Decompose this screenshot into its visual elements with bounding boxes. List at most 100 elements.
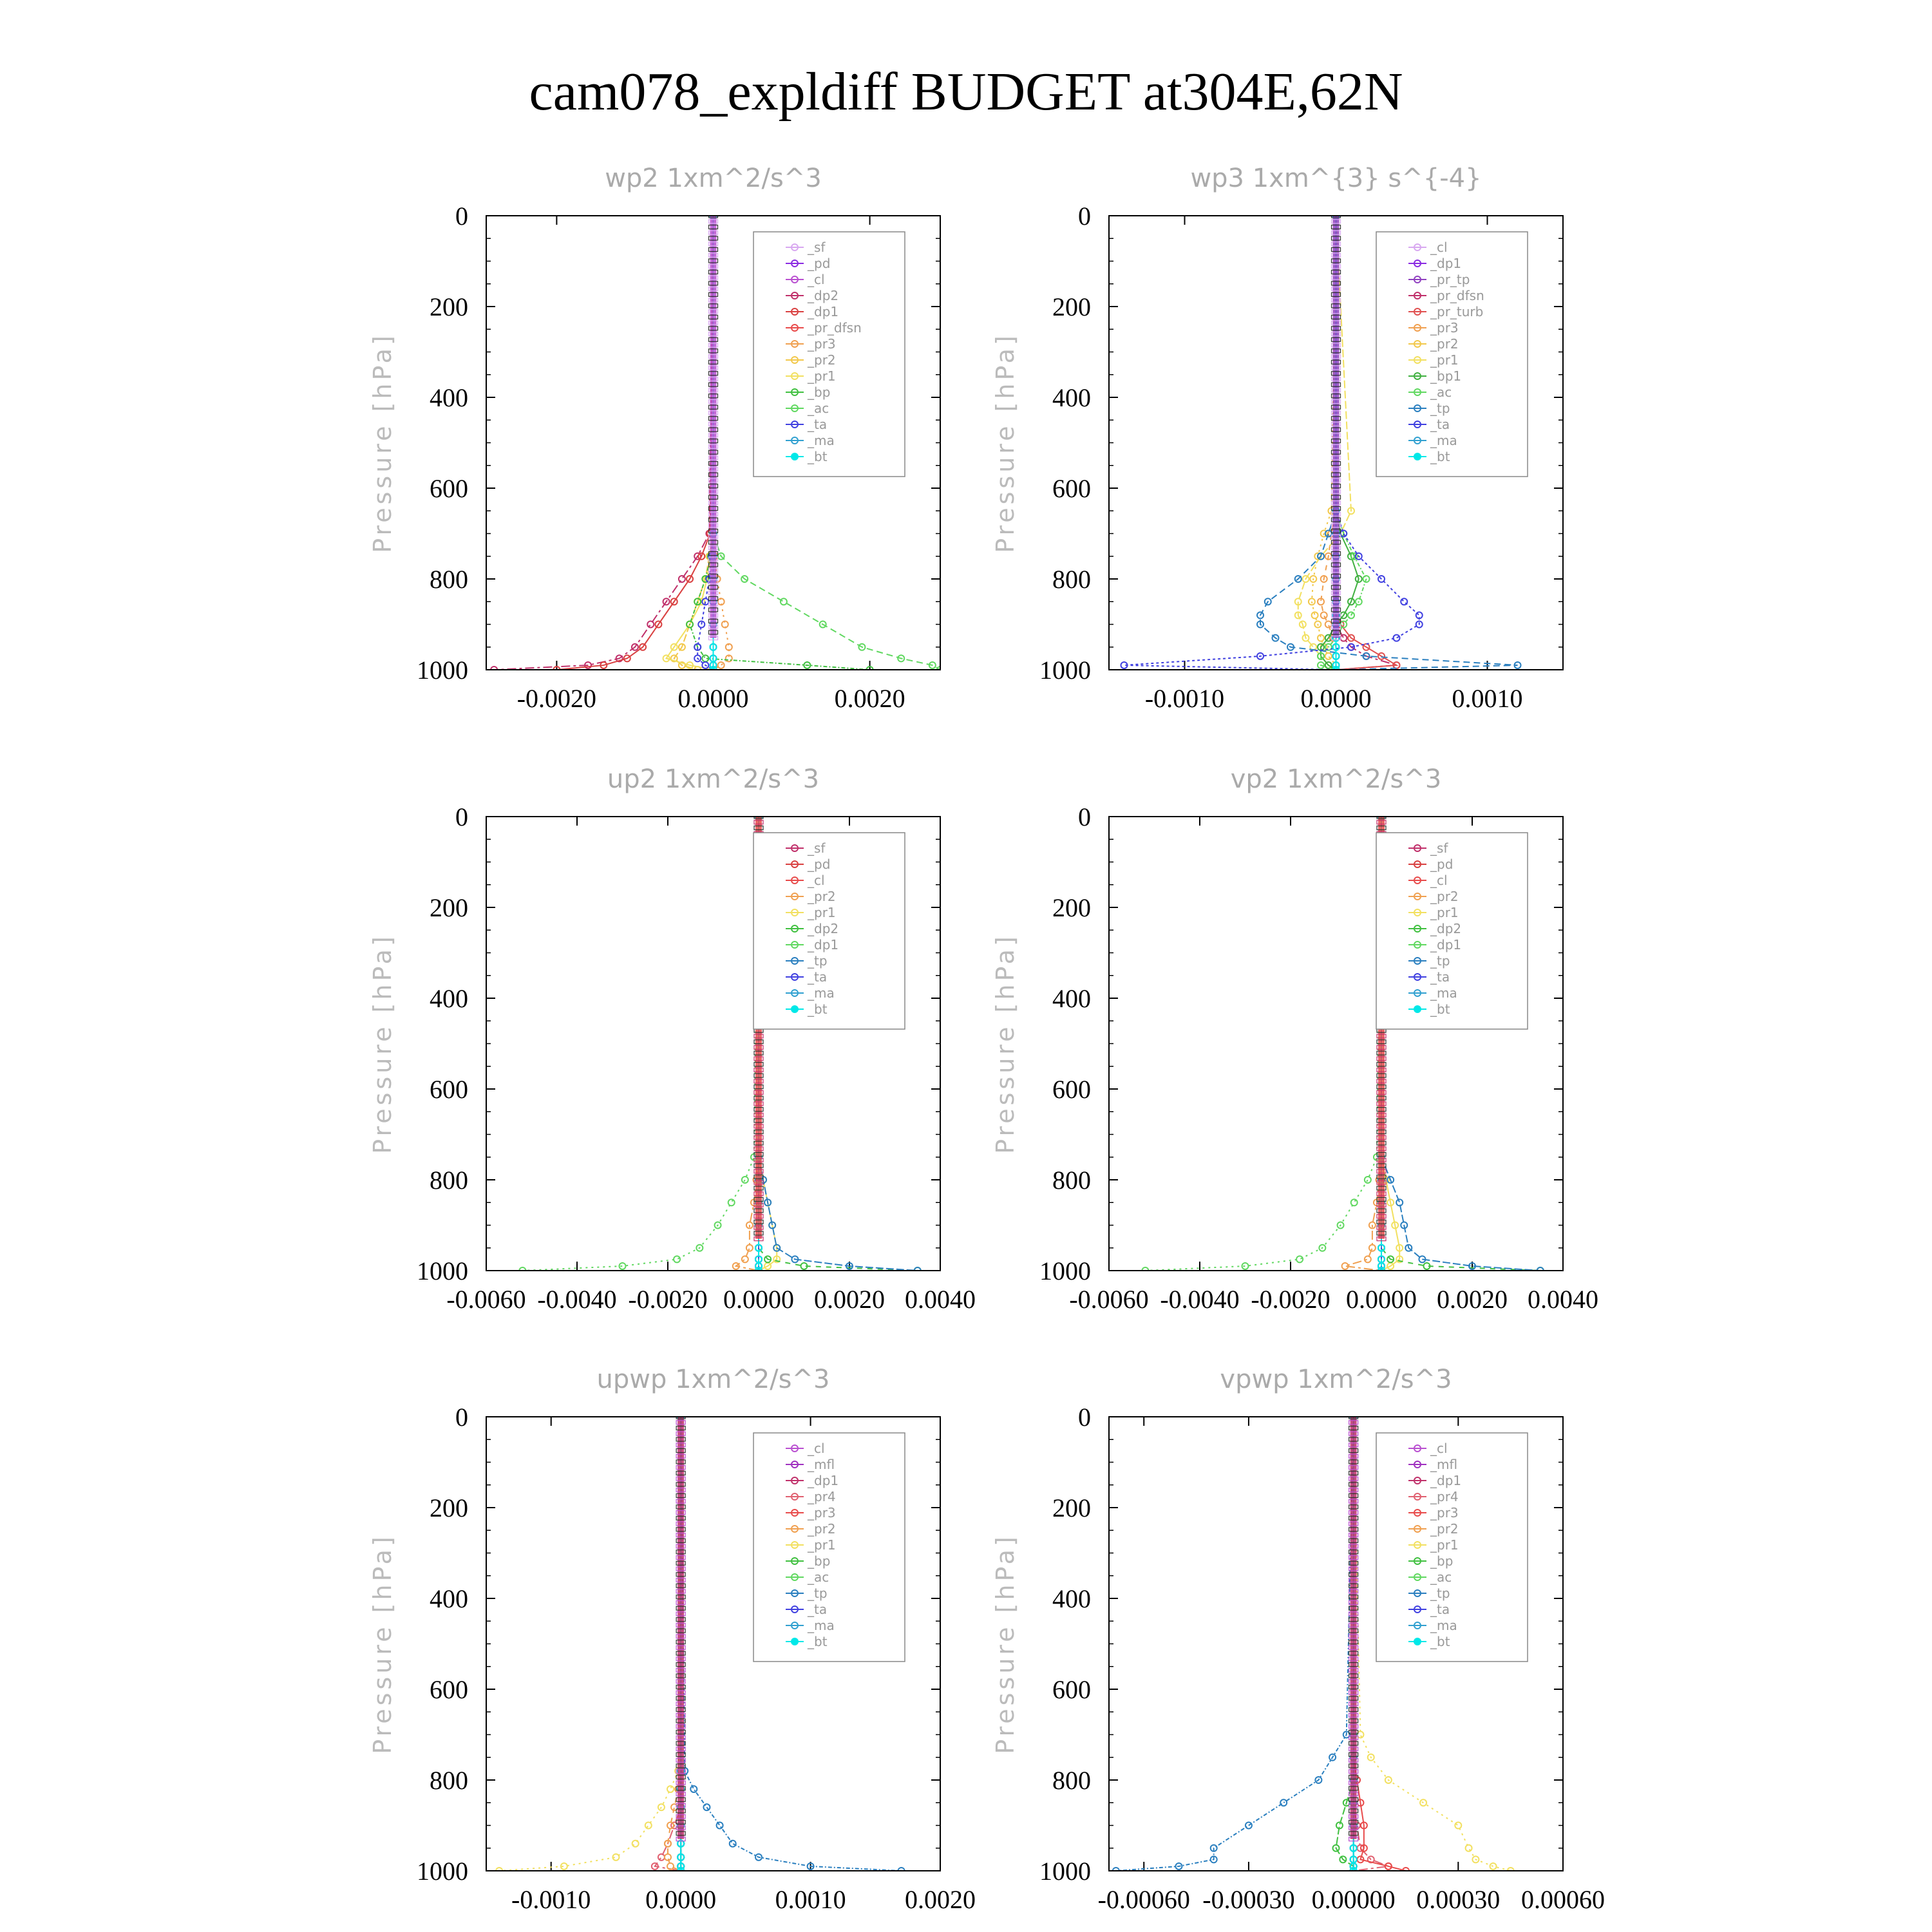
legend-marker [791,1541,799,1549]
legend-label: _ta [807,1602,827,1617]
zero-profile-marker [1376,1231,1387,1236]
zero-profile-marker [708,275,719,280]
zero-profile-marker [1331,410,1341,415]
plot-frame [1108,816,1564,1271]
legend-label: _dp1 [1430,937,1461,952]
zero-profile-marker [1349,1819,1359,1825]
zero-profile-marker [1376,1180,1387,1185]
zero-profile-marker [1349,1443,1359,1448]
zero-profile-marker [1349,1628,1359,1633]
series-point [1400,598,1408,606]
zero-profile-marker [1376,1186,1387,1191]
series-point [1347,643,1355,651]
series-line [1115,1417,1354,1871]
zero-profile-marker [708,264,719,269]
legend-label: _cl [1430,873,1448,888]
legend-label: _pd [1430,857,1453,872]
zero-profile-marker [753,1118,764,1123]
zero-profile-marker [708,478,719,483]
zero-profile-marker [676,1735,686,1740]
series-point [773,1255,781,1264]
zero-profile-marker [708,573,719,579]
zero-profile-marker [1349,1538,1359,1543]
zero-profile-marker [1331,404,1341,410]
zero-profile-marker [1331,331,1341,337]
legend-box [1376,1432,1528,1662]
zero-profile-marker [708,404,719,410]
series-line [1145,817,1382,1271]
zero-profile-marker [1331,478,1341,483]
series-line [522,817,759,1271]
zero-profile-marker [753,1231,764,1236]
series-point [1318,1244,1327,1252]
zero-profile-marker [708,591,719,596]
x-tick-label: -0.00060 [1098,1885,1190,1914]
series-point [803,661,811,669]
series-point [1324,529,1332,538]
series-point [1256,611,1264,620]
y-tick-label: 600 [1052,1075,1091,1104]
zero-profile-marker [1331,382,1341,387]
series-point [897,654,905,663]
zero-profile-marker [753,1225,764,1230]
zero-profile-marker [1349,1493,1359,1498]
zero-profile-marker [753,1084,764,1090]
series-point [677,575,686,583]
series-line [1260,216,1518,670]
zero-profile-marker [1349,1837,1359,1842]
legend-label: _mfl [807,1457,835,1472]
legend-marker [791,1444,799,1452]
zero-profile-marker [1376,1191,1387,1197]
legend-label: _pr1 [807,1537,836,1553]
series-point [755,1267,762,1271]
series-point [1400,1221,1408,1229]
zero-profile-marker [676,1640,686,1645]
legend-label: _pr3 [1430,320,1459,336]
zero-profile-marker [708,484,719,489]
zero-profile-marker [1376,1219,1387,1225]
zero-profile-marker [676,1493,686,1498]
zero-profile-marker [708,433,719,438]
series-point [1302,634,1310,642]
zero-profile-marker [1331,540,1341,545]
zero-profile-marker [1331,287,1341,292]
zero-profile-marker [676,1515,686,1520]
legend-label: _dp1 [807,1473,838,1488]
x-tick-label: 0.0020 [1437,1285,1508,1314]
series-point [657,1803,665,1812]
legend-label: _ma [807,433,835,448]
zero-profile-marker [753,1135,764,1140]
zero-profile-marker [676,1617,686,1622]
y-tick-label: 1000 [417,656,468,685]
y-tick-label: 400 [430,1584,468,1613]
zero-profile-marker [708,242,719,247]
series-point [1280,1799,1288,1807]
x-tick-label: 0.0020 [835,684,905,713]
legend-label: _pr2 [1430,336,1459,352]
zero-profile-marker [708,421,719,427]
y-tick-label: 1000 [417,1857,468,1886]
y-tick-label: 200 [1052,292,1091,321]
zero-profile-marker [1331,579,1341,584]
legend-label: _dp2 [807,921,838,936]
legend-label: _sf [807,840,826,856]
zero-profile-marker [1349,1729,1359,1735]
zero-profile-marker [1331,421,1341,427]
y-tick-label: 600 [430,474,468,503]
zero-profile-marker [1376,825,1387,831]
series-point [1294,575,1302,583]
zero-profile-marker [1331,337,1341,342]
series-point [1506,1867,1515,1871]
series-point [1317,652,1325,660]
series-point [1141,1267,1150,1271]
plot-frame [486,816,941,1271]
series-line [680,1417,902,1871]
zero-profile-marker [1349,1673,1359,1678]
series-point [1347,507,1355,515]
zero-profile-marker [1376,1118,1387,1123]
x-tick-label: -0.00030 [1202,1885,1294,1914]
zero-profile-marker [1349,1656,1359,1662]
zero-profile-marker [676,1667,686,1672]
legend-label: _cl [807,873,825,888]
series-point [1314,1776,1323,1784]
